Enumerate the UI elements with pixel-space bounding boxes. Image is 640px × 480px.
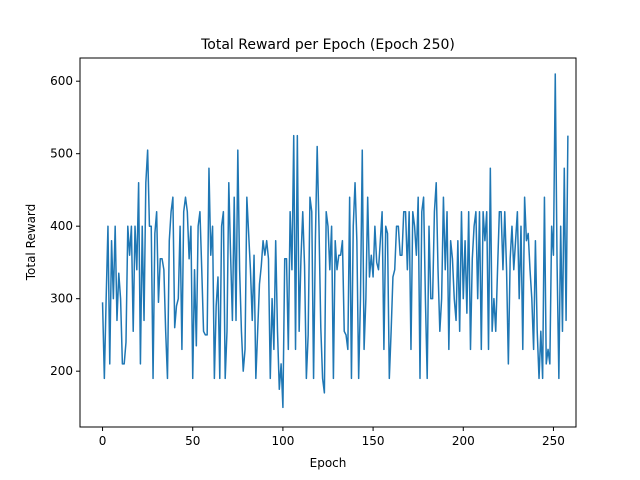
x-tick-label: 200 <box>452 434 475 448</box>
x-tick-label: 50 <box>185 434 200 448</box>
x-tick-label: 100 <box>271 434 294 448</box>
x-tick-label: 150 <box>362 434 385 448</box>
x-axis: 0 50 100 150 200 250 <box>99 427 565 448</box>
plot-frame <box>79 57 577 428</box>
chart-title: Total Reward per Epoch (Epoch 250) <box>200 37 455 53</box>
y-axis-label: Total Reward <box>24 204 38 282</box>
y-tick-label: 400 <box>50 219 73 233</box>
x-tick-label: 0 <box>99 434 107 448</box>
y-tick-label: 300 <box>50 292 73 306</box>
x-tick-label: 250 <box>542 434 565 448</box>
series-line-0 <box>101 73 569 409</box>
y-axis: 200 300 400 500 600 <box>50 74 80 378</box>
plot-area <box>101 73 569 409</box>
y-tick-label: 600 <box>50 74 73 88</box>
y-tick-label: 500 <box>50 147 73 161</box>
y-tick-label: 200 <box>50 364 73 378</box>
x-axis-label: Epoch <box>310 456 347 470</box>
